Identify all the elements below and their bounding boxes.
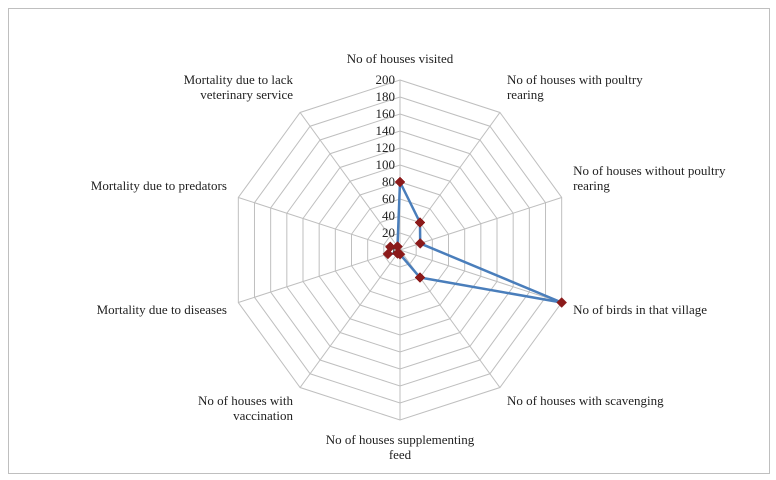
axis-tick-label: 180 (376, 89, 396, 104)
category-label: No of houses with scavenging (507, 393, 664, 408)
axis-tick-label: 60 (382, 191, 395, 206)
series-layer (382, 176, 568, 308)
data-point (392, 241, 403, 252)
axis-tick-label: 120 (376, 140, 396, 155)
axis-tick-label: 40 (382, 208, 395, 223)
axis-tick-label: 200 (376, 72, 396, 87)
data-point (392, 248, 403, 259)
grid-spoke (399, 196, 562, 251)
category-label: Mortality due to predators (91, 178, 227, 193)
grid-spoke (299, 112, 401, 251)
radar-grid (237, 79, 563, 421)
category-label: Mortality due to lack veterinary service (184, 72, 294, 102)
grid-spoke (238, 249, 401, 304)
data-point (414, 238, 426, 249)
data-point (556, 297, 568, 308)
chart-frame (8, 8, 770, 474)
category-label: No of houses supplementing feed (326, 432, 475, 462)
axis-tick-label: 20 (382, 225, 395, 240)
category-label: No of houses with poultry rearing (507, 72, 643, 102)
grid-spoke (399, 112, 501, 251)
category-label: Mortality due to diseases (97, 302, 227, 317)
grid-spoke (399, 249, 562, 304)
grid-spoke (238, 196, 401, 251)
axis-tick-label: 160 (376, 106, 396, 121)
axis-tick-label: 80 (382, 174, 395, 189)
category-label: No of houses with vaccination (198, 393, 293, 423)
data-point (414, 272, 426, 283)
data-point (414, 217, 426, 228)
category-label: No of birds in that village (573, 302, 707, 317)
category-label: No of houses without poultry rearing (573, 163, 726, 193)
category-labels: No of houses visited No of houses with po… (91, 51, 726, 462)
axis-tick-label: 100 (376, 157, 396, 172)
radial-axis-ticks: 020406080100120140160180200 (376, 72, 396, 257)
grid-spoke (299, 249, 401, 388)
category-label: No of houses visited (347, 51, 454, 66)
axis-tick-label: 140 (376, 123, 396, 138)
data-point (394, 176, 406, 188)
